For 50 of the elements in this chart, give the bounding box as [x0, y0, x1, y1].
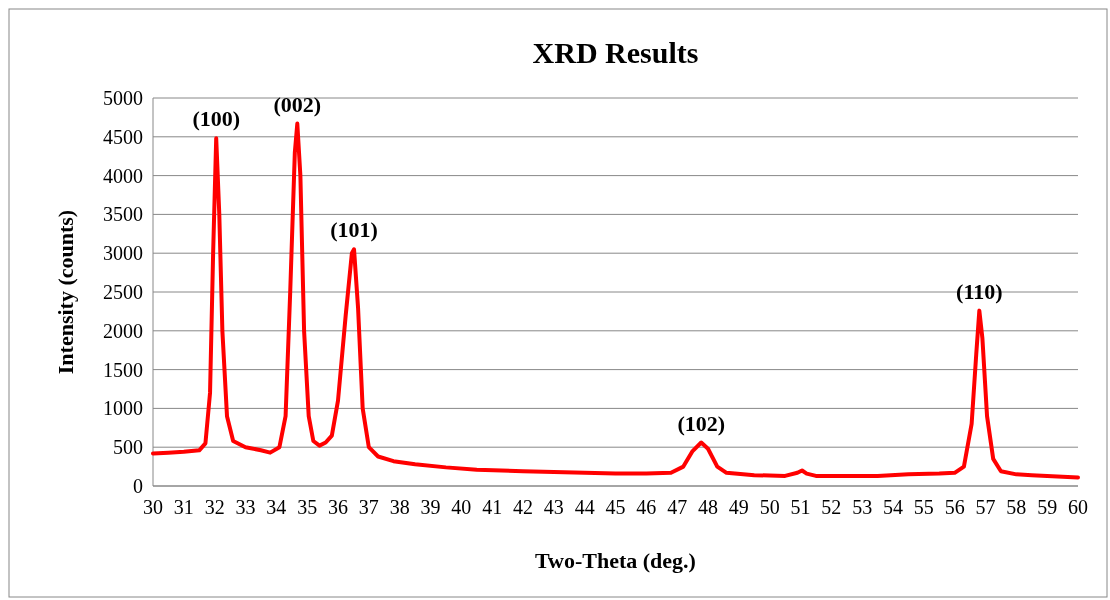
x-tick-label: 36 [328, 496, 348, 518]
annotation: (102) [677, 410, 726, 436]
x-tick-label: 34 [266, 496, 287, 518]
x-tick-label: 40 [451, 496, 472, 518]
x-tick-label: 33 [235, 496, 256, 518]
x-tick-label: 32 [204, 496, 225, 518]
x-tick-label: 45 [605, 496, 626, 518]
y-tick-label: 500 [113, 436, 143, 459]
annotation: (002) [273, 91, 322, 117]
x-tick-label: 37 [358, 496, 379, 518]
x-tick-label: 35 [297, 496, 318, 518]
x-tick-label: 38 [389, 496, 410, 518]
y-tick-label: 3500 [103, 203, 143, 226]
x-tick-label: 39 [420, 496, 441, 518]
y-tick-label: 2000 [103, 319, 143, 342]
x-tick-label: 31 [173, 496, 194, 518]
x-tick-label: 47 [667, 496, 688, 518]
x-tick-label: 55 [913, 496, 934, 518]
annotation: (100) [192, 106, 241, 132]
x-axis-title: Two-Theta (deg.) [535, 548, 696, 573]
y-tick-label: 3000 [103, 242, 143, 265]
x-tick-label: 58 [1006, 496, 1027, 518]
x-tick-label: 56 [944, 496, 965, 518]
x-tick-label: 51 [790, 496, 811, 518]
x-tick-label: 30 [143, 496, 163, 518]
x-tick-label: 46 [636, 496, 657, 518]
annotation: (110) [956, 278, 1003, 304]
y-axis-title: Intensity (counts) [53, 209, 78, 375]
x-tick-label: 54 [883, 496, 903, 518]
x-tick-label: 57 [975, 496, 996, 518]
x-tick-label: 44 [574, 496, 595, 518]
x-tick-label: 43 [543, 496, 564, 518]
y-tick-label: 1000 [103, 397, 143, 420]
y-tick-label: 5000 [103, 87, 143, 109]
x-tick-label: 49 [728, 496, 749, 518]
x-tick-label: 48 [698, 496, 718, 518]
x-tick-label: 59 [1037, 496, 1058, 518]
y-tick-label: 4500 [103, 125, 143, 148]
x-tick-label: 41 [482, 496, 503, 518]
y-tick-label: 0 [133, 475, 143, 497]
x-tick-label: 60 [1068, 496, 1088, 518]
x-tick-label: 53 [852, 496, 873, 518]
y-tick-label: 4000 [103, 164, 143, 187]
y-tick-label: 2500 [103, 281, 143, 303]
x-tick-label: 52 [821, 496, 842, 518]
x-tick-label: 50 [759, 496, 780, 518]
chart-title: XRD Results [532, 36, 699, 69]
y-tick-label: 1500 [103, 358, 143, 381]
annotation: (101) [330, 217, 378, 243]
x-tick-label: 42 [513, 496, 533, 518]
